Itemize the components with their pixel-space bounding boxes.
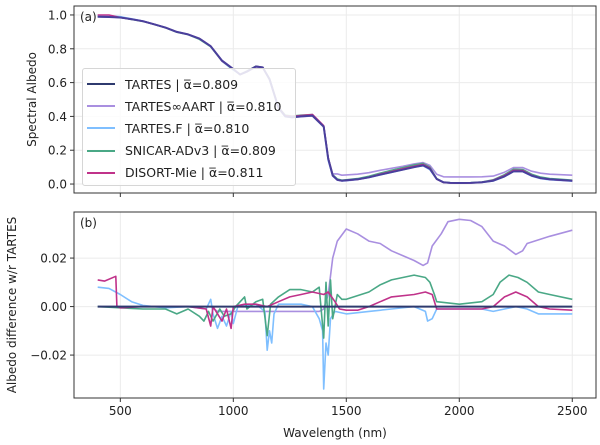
x-tick-label: 500 (109, 404, 132, 418)
legend-swatch (87, 171, 115, 174)
x-axis-label: Wavelength (nm) (283, 426, 387, 440)
y-axis-label: Albedo difference w/r TARTES (5, 217, 19, 394)
panel-label: (a) (80, 10, 97, 24)
series-line-tartes-aart (97, 218, 573, 313)
legend-swatch (87, 127, 115, 130)
y-axis-label: Spectral Albedo (25, 52, 39, 147)
axes-frame (73, 211, 597, 399)
legend-item-tartes-aart: TARTES∞AART | α̅=0.810 (87, 95, 295, 117)
y-tick-label: 0.02 (40, 252, 67, 266)
y-tick-label: 0.0 (48, 178, 67, 192)
y-tick-label: −0.02 (30, 349, 67, 363)
x-tick-label: 1000 (218, 404, 249, 418)
legend: TARTES | α̅=0.809 TARTES∞AART | α̅=0.810… (82, 68, 296, 186)
legend-item-tartes-f: TARTES.F | α̅=0.810 (87, 117, 295, 139)
panel-label: (b) (80, 216, 97, 230)
series-line-disort-mie (97, 275, 573, 330)
axes-frame (73, 5, 597, 194)
legend-label: SNICAR-ADv3 | α̅=0.809 (125, 143, 276, 159)
legend-swatch (87, 83, 115, 86)
x-tick-label: 2500 (557, 404, 588, 418)
legend-item-disort: DISORT-Mie | α̅=0.811 (87, 162, 295, 184)
y-tick-label: 1.0 (48, 8, 67, 22)
legend-item-snicar: SNICAR-ADv3 | α̅=0.809 (87, 140, 295, 162)
y-tick-label: 0.6 (48, 76, 67, 90)
legend-label: TARTES.F | α̅=0.810 (125, 120, 250, 136)
legend-swatch (87, 105, 115, 108)
panel-b: 500 1000 1500 2000 2500 −0.02 0.00 0.02 (b) Albed… (5, 211, 597, 440)
x-tick-label: 2000 (444, 404, 475, 418)
y-tick-label: 0.00 (40, 300, 67, 314)
series-line-snicar-adv3 (97, 274, 573, 339)
y-tick-label: 0.8 (48, 42, 67, 56)
legend-label: TARTES∞AART | α̅=0.810 (125, 98, 282, 114)
x-tick-label: 1500 (331, 404, 362, 418)
legend-swatch (87, 149, 115, 152)
series-line-tartes (97, 15, 573, 184)
legend-label: TARTES | α̅=0.809 (125, 76, 239, 92)
y-tick-label: 0.2 (48, 144, 67, 158)
y-tick-label: 0.4 (48, 110, 67, 124)
legend-item-tartes: TARTES | α̅=0.809 (87, 73, 295, 95)
legend-label: DISORT-Mie | α̅=0.811 (125, 165, 264, 181)
